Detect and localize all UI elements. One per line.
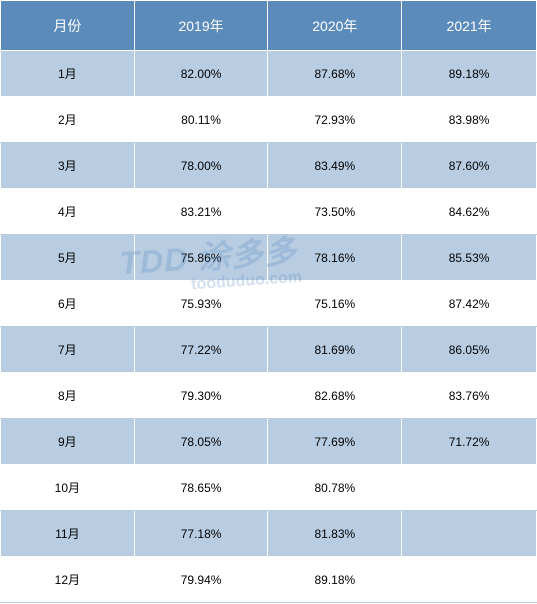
cell-2020: 87.68% (268, 51, 402, 97)
header-cell-month: 月份 (1, 1, 135, 51)
cell-month: 4月 (1, 189, 135, 235)
cell-month: 11月 (1, 511, 135, 557)
header-cell-2020: 2020年 (268, 1, 402, 51)
cell-2021 (402, 465, 537, 511)
cell-2019: 78.65% (134, 465, 268, 511)
cell-month: 12月 (1, 557, 135, 603)
cell-2019: 79.30% (134, 373, 268, 419)
cell-2019: 75.86% (134, 235, 268, 281)
table-row: 4月 83.21% 73.50% 84.62% (1, 189, 537, 235)
table-row: 8月 79.30% 82.68% 83.76% (1, 373, 537, 419)
cell-2019: 78.00% (134, 143, 268, 189)
cell-2019: 83.21% (134, 189, 268, 235)
table-row: 3月 78.00% 83.49% 87.60% (1, 143, 537, 189)
cell-month: 3月 (1, 143, 135, 189)
cell-month: 6月 (1, 281, 135, 327)
table-row: 12月 79.94% 89.18% (1, 557, 537, 603)
cell-month: 2月 (1, 97, 135, 143)
cell-2020: 78.16% (268, 235, 402, 281)
cell-2020: 82.68% (268, 373, 402, 419)
cell-2020: 81.83% (268, 511, 402, 557)
cell-2021: 87.60% (402, 143, 537, 189)
cell-2020: 80.78% (268, 465, 402, 511)
table-head: 月份 2019年 2020年 2021年 (1, 1, 537, 51)
cell-month: 8月 (1, 373, 135, 419)
cell-2021: 83.98% (402, 97, 537, 143)
table-row: 1月 82.00% 87.68% 89.18% (1, 51, 537, 97)
cell-month: 1月 (1, 51, 135, 97)
cell-2020: 89.18% (268, 557, 402, 603)
table-row: 6月 75.93% 75.16% 87.42% (1, 281, 537, 327)
cell-month: 9月 (1, 419, 135, 465)
cell-2020: 73.50% (268, 189, 402, 235)
cell-2019: 75.93% (134, 281, 268, 327)
data-table: 月份 2019年 2020年 2021年 1月 82.00% 87.68% 89… (0, 0, 537, 603)
cell-2019: 82.00% (134, 51, 268, 97)
table-body: 1月 82.00% 87.68% 89.18% 2月 80.11% 72.93%… (1, 51, 537, 603)
cell-2021: 86.05% (402, 327, 537, 373)
cell-2020: 81.69% (268, 327, 402, 373)
table-row: 5月 75.86% 78.16% 85.53% (1, 235, 537, 281)
cell-2021 (402, 511, 537, 557)
cell-2019: 77.18% (134, 511, 268, 557)
cell-2019: 78.05% (134, 419, 268, 465)
cell-month: 7月 (1, 327, 135, 373)
cell-2021: 87.42% (402, 281, 537, 327)
cell-month: 10月 (1, 465, 135, 511)
table-row: 7月 77.22% 81.69% 86.05% (1, 327, 537, 373)
table-row: 11月 77.18% 81.83% (1, 511, 537, 557)
cell-2021: 83.76% (402, 373, 537, 419)
table-row: 2月 80.11% 72.93% 83.98% (1, 97, 537, 143)
table-row: 9月 78.05% 77.69% 71.72% (1, 419, 537, 465)
cell-2020: 75.16% (268, 281, 402, 327)
header-cell-2019: 2019年 (134, 1, 268, 51)
cell-2021: 84.62% (402, 189, 537, 235)
cell-2019: 77.22% (134, 327, 268, 373)
cell-2020: 83.49% (268, 143, 402, 189)
cell-2019: 79.94% (134, 557, 268, 603)
cell-2021: 85.53% (402, 235, 537, 281)
cell-month: 5月 (1, 235, 135, 281)
header-row: 月份 2019年 2020年 2021年 (1, 1, 537, 51)
header-cell-2021: 2021年 (402, 1, 537, 51)
table-row: 10月 78.65% 80.78% (1, 465, 537, 511)
cell-2020: 72.93% (268, 97, 402, 143)
cell-2020: 77.69% (268, 419, 402, 465)
cell-2019: 80.11% (134, 97, 268, 143)
cell-2021 (402, 557, 537, 603)
cell-2021: 89.18% (402, 51, 537, 97)
cell-2021: 71.72% (402, 419, 537, 465)
